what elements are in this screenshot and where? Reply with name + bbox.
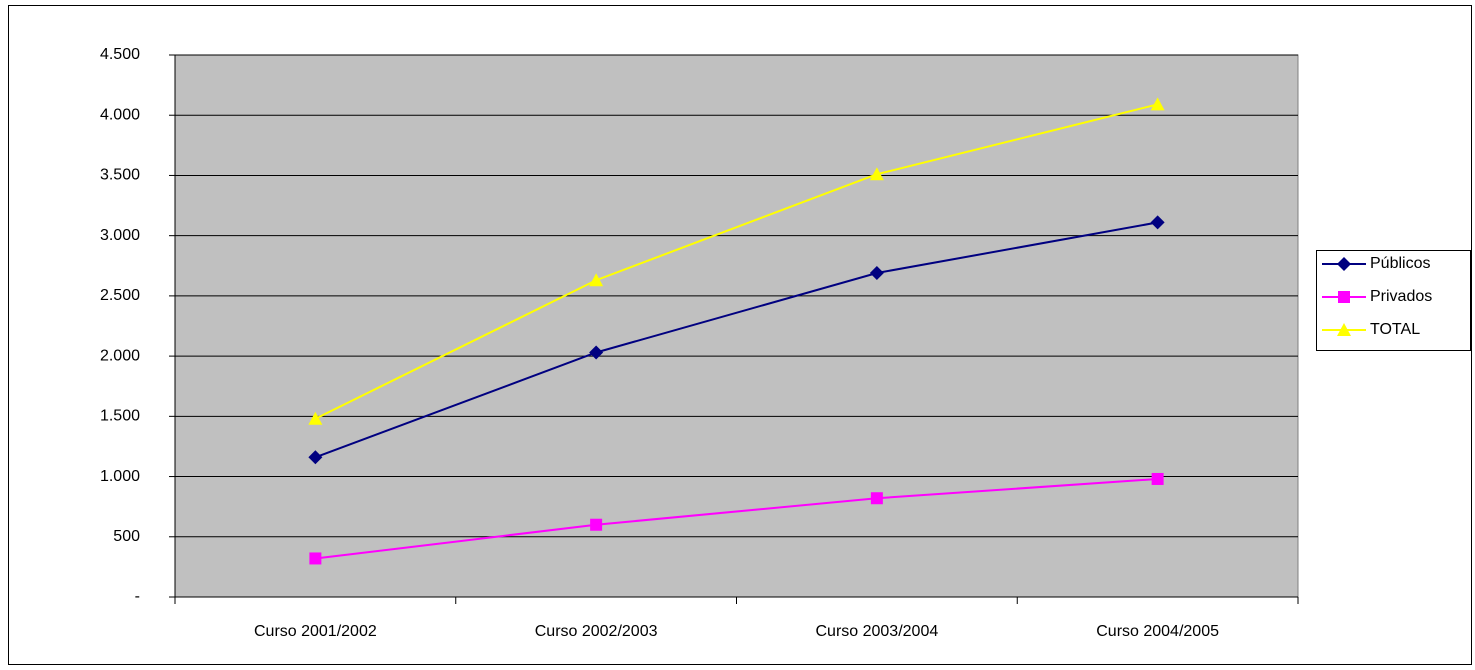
legend-label: TOTAL: [1370, 321, 1420, 338]
y-tick-label: 4.500: [100, 46, 140, 63]
y-tick-label: 500: [113, 528, 140, 545]
data-point: [869, 266, 884, 281]
data-point: [870, 492, 883, 505]
series-line: [314, 103, 1158, 420]
x-tick-label: Curso 2002/2003: [535, 623, 658, 640]
data-point: [308, 450, 323, 465]
series-line: [315, 477, 1158, 560]
legend-marker: [1337, 323, 1351, 336]
data-point: [589, 273, 604, 287]
data-point: [589, 345, 604, 360]
data-point: [1150, 215, 1165, 230]
y-tick-label: 2.000: [100, 347, 140, 364]
y-tick-label: 3.500: [100, 167, 140, 184]
y-tick-label: 4.000: [100, 106, 140, 123]
x-tick-label: Curso 2004/2005: [1096, 623, 1219, 640]
legend-label: Públicos: [1370, 255, 1430, 272]
x-tick-label: Curso 2003/2004: [815, 623, 938, 640]
legend-marker: [1337, 257, 1351, 271]
y-tick-label: 1.000: [100, 468, 140, 485]
data-point: [1150, 97, 1165, 111]
legend-marker: [1338, 291, 1350, 303]
x-tick-label: Curso 2001/2002: [254, 623, 377, 640]
y-tick-label: 3.000: [100, 227, 140, 244]
y-tick-label: 1.500: [100, 408, 140, 425]
series-line: [315, 221, 1158, 459]
data-point: [1151, 472, 1164, 485]
y-tick-label: -: [135, 588, 140, 605]
plot-area: [174, 54, 1299, 598]
legend-label: Privados: [1370, 288, 1432, 305]
y-tick-label: 2.500: [100, 287, 140, 304]
data-point: [308, 411, 323, 425]
data-point: [590, 518, 603, 531]
data-point: [309, 552, 322, 565]
data-point: [869, 167, 884, 181]
